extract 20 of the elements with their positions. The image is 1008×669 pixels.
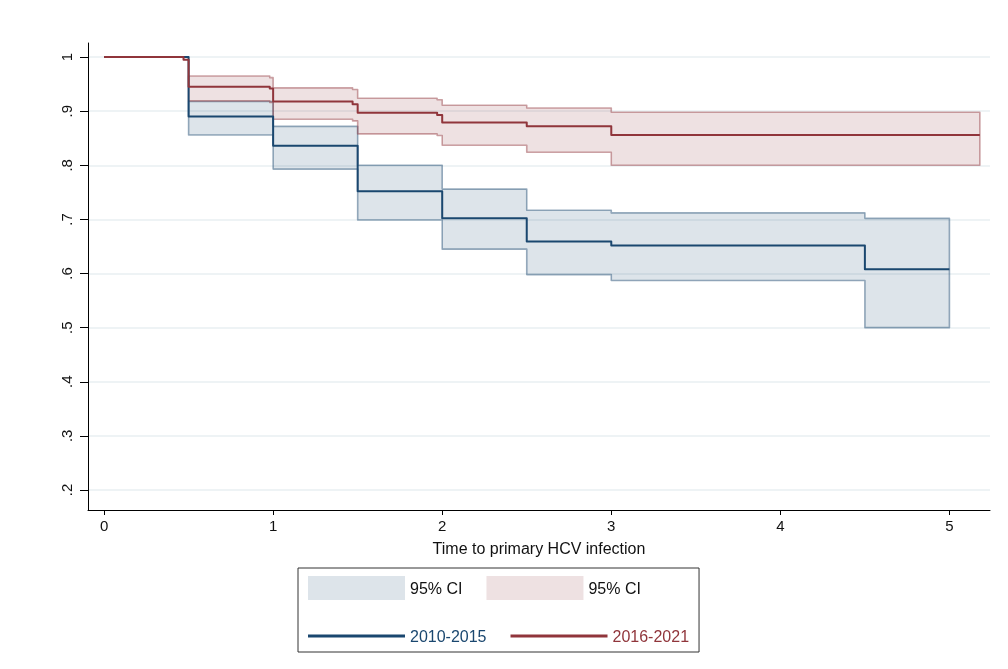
text: 95% CI [410, 579, 463, 597]
y-tick-label: .7 [58, 213, 75, 226]
y-tick-label: .3 [58, 429, 75, 443]
text: 2016-2021 [612, 627, 690, 645]
y-tick-label: 1 [58, 52, 75, 62]
y-tick-label: .5 [58, 321, 75, 334]
y-tick-label: .6 [58, 267, 75, 280]
x-tick-label: 1 [268, 517, 278, 534]
x-tick-label: 0 [99, 517, 109, 534]
y-tick-label: .4 [58, 375, 75, 389]
text: 95% CI [588, 579, 641, 597]
x-axis-title: Time to primary HCV infection [432, 539, 646, 557]
x-tick-label: 4 [776, 517, 785, 534]
x-tick-label: 5 [945, 517, 954, 534]
text: 2010-2015 [410, 627, 487, 645]
x-tick-label: 3 [607, 517, 616, 534]
y-tick-label: .2 [58, 483, 75, 497]
y-tick-label: .8 [58, 159, 75, 172]
y-tick-label: .9 [58, 104, 75, 118]
x-tick-label: 2 [438, 517, 447, 534]
